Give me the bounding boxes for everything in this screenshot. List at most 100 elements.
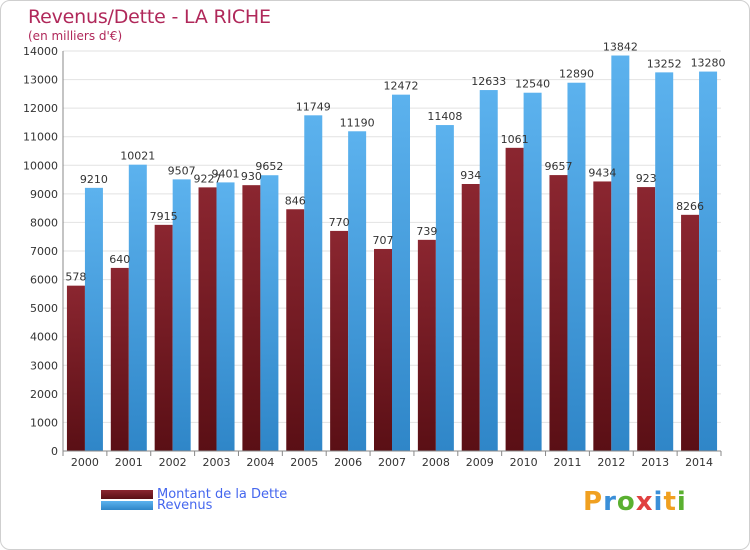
proxiti-logo: Proxiti [583, 487, 687, 517]
y-tick-label: 13000 [23, 74, 58, 87]
data-label-dette: 930 [241, 170, 262, 183]
data-label-dette: 640 [109, 253, 130, 266]
data-label-revenus: 13280 [691, 57, 726, 70]
x-tick-label: 2013 [641, 456, 669, 469]
data-label-revenus: 9507 [168, 164, 196, 177]
y-tick-label: 14000 [23, 45, 58, 58]
bar-dette [461, 184, 480, 451]
bar-revenus [260, 175, 279, 451]
x-tick-label: 2003 [203, 456, 231, 469]
data-label-dette: 578 [65, 271, 86, 284]
bar-revenus [392, 94, 410, 452]
y-tick-label: 0 [51, 445, 58, 458]
x-tick-label: 2007 [378, 456, 406, 469]
data-label-revenus: 11408 [427, 110, 462, 123]
data-label-dette: 8266 [676, 200, 704, 213]
y-tick-label: 6000 [30, 274, 58, 287]
bar-revenus [655, 72, 674, 451]
legend-label-dette: Montant de la Dette [157, 487, 288, 502]
x-tick-label: 2009 [466, 456, 494, 469]
data-label-dette: 770 [329, 216, 350, 229]
bar-dette [417, 239, 436, 451]
chart-title: Revenus/Dette - LA RICHE [28, 6, 271, 28]
x-axis: 2000 2001 2002 2003 2004 2005 2006 2007 2008 2009… [62, 450, 722, 469]
data-label-dette: 9434 [588, 166, 616, 179]
data-label-revenus: 12472 [384, 80, 419, 93]
bar-revenus [567, 82, 586, 451]
y-axis: 0 1000 2000 3000 4000 5000 6000 7000 8000 9000 100… [23, 45, 64, 458]
y-tick-label: 11000 [23, 131, 58, 144]
y-tick-label: 5000 [30, 302, 58, 315]
data-label-revenus: 11190 [340, 116, 375, 129]
data-label-dette: 7915 [150, 210, 178, 223]
bar-dette [505, 147, 524, 452]
data-label-revenus: 12633 [471, 75, 506, 88]
bar-revenus [216, 182, 235, 451]
bar-revenus [304, 115, 323, 452]
data-label-dette: 739 [416, 225, 437, 238]
bar-dette [198, 187, 217, 451]
legend-swatch-dette [101, 490, 153, 499]
bar-dette [110, 267, 129, 451]
bar-revenus [523, 92, 542, 451]
y-tick-label: 8000 [30, 216, 58, 229]
data-label-revenus: 9401 [212, 167, 240, 180]
data-label-dette: 9657 [544, 160, 572, 173]
data-label-revenus: 10021 [120, 150, 155, 163]
bar-dette [549, 175, 568, 452]
y-tick-label: 7000 [30, 245, 58, 258]
x-tick-label: 2000 [71, 456, 99, 469]
x-tick-label: 2014 [685, 456, 713, 469]
y-tick-label: 12000 [23, 102, 58, 115]
bar-dette [374, 248, 392, 451]
y-tick-label: 1000 [30, 416, 58, 429]
y-tick-label: 9000 [30, 188, 58, 201]
data-label-revenus: 11749 [296, 100, 331, 113]
data-label-dette: 9227 [194, 172, 222, 185]
x-tick-label: 2005 [290, 456, 318, 469]
x-tick-label: 2008 [422, 456, 450, 469]
bar-dette [593, 181, 612, 451]
bar-revenus [172, 179, 191, 451]
bar-revenus [479, 90, 498, 452]
legend-swatch-revenus [101, 501, 153, 510]
x-tick-label: 2006 [334, 456, 362, 469]
bar-dette [242, 185, 261, 451]
data-label-revenus: 9210 [80, 173, 108, 186]
bar-dette [286, 209, 305, 451]
bar-revenus [84, 187, 103, 451]
bar-dette [154, 224, 173, 451]
x-tick-label: 2012 [597, 456, 625, 469]
y-tick-label: 2000 [30, 388, 58, 401]
x-tick-label: 2001 [115, 456, 143, 469]
data-label-dette: 923 [636, 172, 657, 185]
bar-dette [330, 230, 349, 451]
data-label-dette: 707 [373, 234, 394, 247]
bar-revenus [611, 55, 630, 452]
data-label-revenus: 12540 [515, 78, 550, 91]
x-tick-label: 2002 [159, 456, 187, 469]
bars [66, 55, 718, 452]
data-label-dette: 846 [285, 194, 306, 207]
chart-subtitle: (en milliers d'€) [28, 29, 123, 43]
x-tick-label: 2010 [510, 456, 538, 469]
data-label-revenus: 13842 [603, 41, 638, 54]
data-label-revenus: 9652 [255, 160, 283, 173]
data-label-revenus: 13252 [647, 57, 682, 70]
data-label-revenus: 12890 [559, 68, 594, 81]
bar-revenus [348, 131, 367, 452]
bar-revenus [699, 71, 718, 452]
data-label-dette: 934 [460, 169, 481, 182]
legend-label-revenus: Revenus [157, 498, 213, 513]
bar-dette [681, 214, 700, 451]
y-tick-label: 10000 [23, 159, 58, 172]
data-label-dette: 1061 [501, 133, 529, 146]
x-tick-label: 2011 [553, 456, 581, 469]
bar-revenus [128, 164, 147, 451]
x-tick-label: 2004 [246, 456, 274, 469]
y-tick-label: 4000 [30, 331, 58, 344]
y-tick-label: 3000 [30, 359, 58, 372]
